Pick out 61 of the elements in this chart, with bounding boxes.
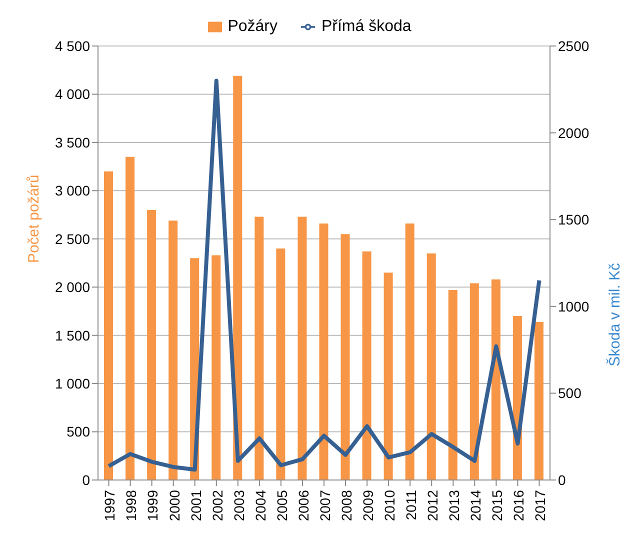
x-tick-label: 2005 xyxy=(274,490,290,522)
x-tick-label: 2012 xyxy=(424,490,441,522)
y-tick-label: 0 xyxy=(82,472,90,488)
y2-tick-label: 0 xyxy=(558,472,566,488)
x-tick-label: 2007 xyxy=(316,490,333,522)
bar xyxy=(168,220,178,480)
bar xyxy=(534,322,544,480)
x-tick-label: 2004 xyxy=(252,490,268,522)
bar xyxy=(426,253,436,480)
y-tick-label: 3 000 xyxy=(54,182,90,199)
bar xyxy=(147,210,156,480)
y2-tick-label: 1000 xyxy=(558,298,590,314)
y-tick-label: 4 000 xyxy=(54,86,90,102)
y-axis-title: Počet požárů xyxy=(25,174,42,263)
x-tick-label: 2010 xyxy=(382,490,398,522)
x-tick-label: 2014 xyxy=(468,490,484,522)
bar xyxy=(319,223,328,480)
bar xyxy=(491,279,500,480)
bar xyxy=(405,223,414,480)
bar xyxy=(276,248,286,480)
x-tick-label: 1997 xyxy=(102,490,118,522)
y2-tick-label: 500 xyxy=(558,385,582,402)
bar xyxy=(104,171,113,480)
y2-tick-label: 2000 xyxy=(558,124,590,141)
y-tick-label: 500 xyxy=(66,424,90,440)
y-tick-label: 2 500 xyxy=(54,230,90,247)
x-tick-label: 2000 xyxy=(166,490,182,522)
x-tick-label: 2003 xyxy=(230,490,247,522)
y-tick-label: 1 000 xyxy=(54,376,90,392)
y2-tick-label: 1500 xyxy=(558,212,590,228)
x-tick-label: 1999 xyxy=(144,490,161,522)
legend-label: Přímá škoda xyxy=(320,18,412,35)
x-tick-label: 2017 xyxy=(532,490,548,522)
bar xyxy=(362,251,372,480)
y-tick-label: 2 000 xyxy=(54,279,90,296)
y-tick-label: 4 500 xyxy=(54,38,90,54)
y2-axis-title: Škoda v mil. Kč xyxy=(605,262,624,366)
x-tick-label: 2001 xyxy=(188,490,204,522)
bar xyxy=(233,76,242,480)
y-tick-label: 1 500 xyxy=(54,327,90,344)
x-tick-label: 2015 xyxy=(489,490,506,522)
legend-label: Požáry xyxy=(226,18,278,35)
bar xyxy=(470,283,479,480)
bar xyxy=(384,272,393,480)
x-tick-label: 2016 xyxy=(510,490,527,522)
bar xyxy=(448,290,458,480)
x-tick-label: 2008 xyxy=(338,490,354,522)
x-tick-label: 2011 xyxy=(403,490,420,520)
line-series xyxy=(106,78,542,472)
x-tick-label: 2002 xyxy=(209,490,226,522)
y2-tick-label: 2500 xyxy=(558,38,590,54)
bar xyxy=(212,255,221,480)
bar xyxy=(126,156,135,480)
y-tick-label: 3 500 xyxy=(54,134,90,150)
bar xyxy=(298,216,307,480)
x-tick-label: 2013 xyxy=(446,490,462,522)
bar xyxy=(340,234,350,480)
x-tick-label: 1998 xyxy=(123,490,140,522)
bar xyxy=(254,216,264,480)
x-tick-label: 2009 xyxy=(360,490,376,522)
x-tick-label: 2006 xyxy=(295,490,312,522)
